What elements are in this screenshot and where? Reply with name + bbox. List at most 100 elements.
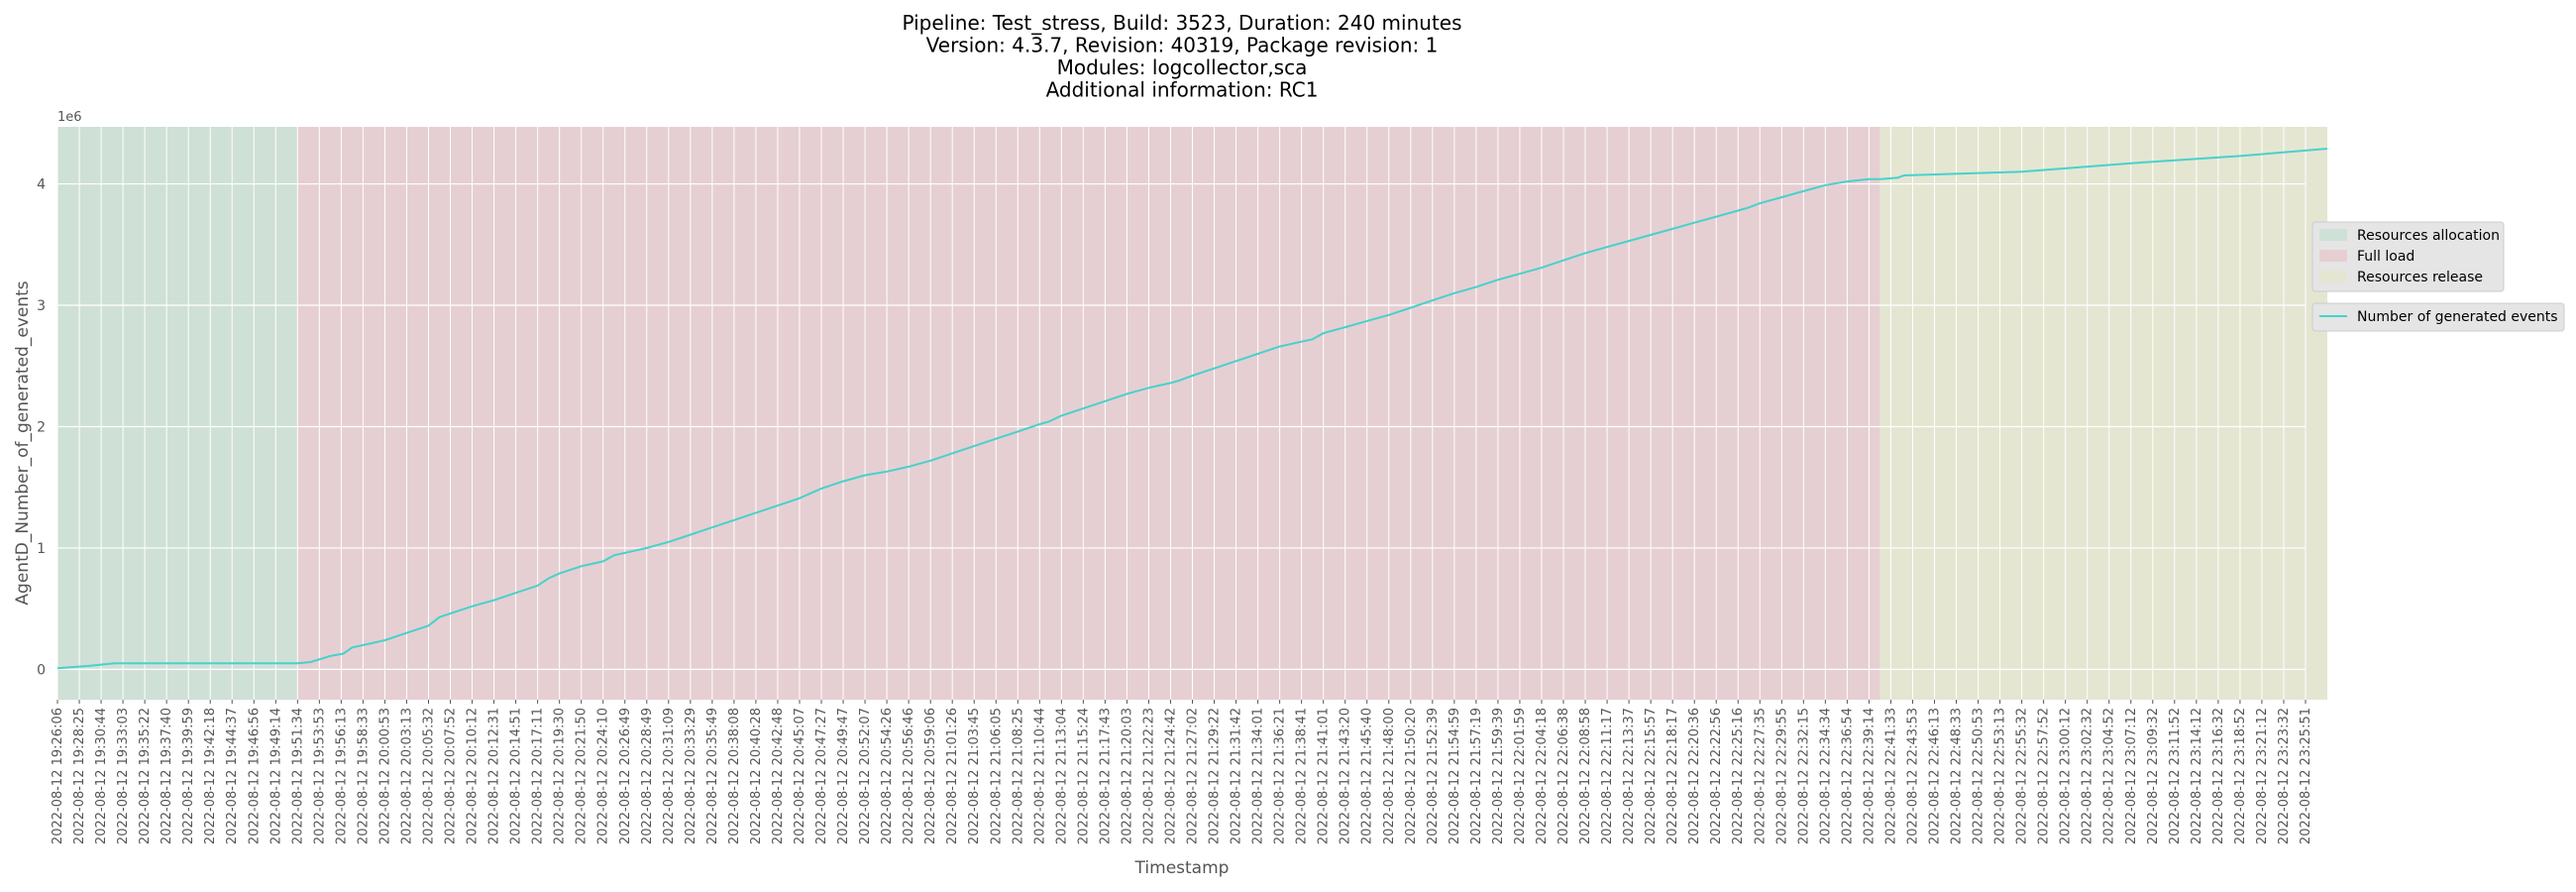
x-tick-label-24: 2022-08-12 20:21:50 [575,708,590,844]
x-tick-label-44: 2022-08-12 21:08:25 [1011,708,1025,844]
x-tick-label-60: 2022-08-12 21:45:40 [1360,708,1375,844]
x-tick-label-15: 2022-08-12 20:00:53 [377,708,392,844]
x-tick-label-20: 2022-08-12 20:12:31 [487,708,502,844]
x-tick-label-69: 2022-08-12 22:06:38 [1556,708,1571,844]
x-tick-label-37: 2022-08-12 20:52:07 [858,708,873,844]
x-tick-label-47: 2022-08-12 21:15:24 [1076,708,1091,844]
x-tick-label-38: 2022-08-12 20:54:26 [880,708,895,844]
y-tick-label-3: 3 [37,298,46,314]
x-tick-label-3: 2022-08-12 19:33:03 [116,708,131,844]
x-tick-label-41: 2022-08-12 21:01:26 [945,708,960,844]
x-tick-label-96: 2022-08-12 23:09:32 [2146,708,2161,844]
x-tick-label-70: 2022-08-12 22:08:58 [1578,708,1593,844]
x-tick-label-40: 2022-08-12 20:59:06 [923,708,938,844]
x-tick-label-25: 2022-08-12 20:24:10 [596,708,611,844]
x-tick-label-27: 2022-08-12 20:28:49 [640,708,655,844]
x-tick-label-102: 2022-08-12 23:23:32 [2277,708,2292,844]
x-tick-label-68: 2022-08-12 22:04:18 [1535,708,1550,844]
x-tick-label-84: 2022-08-12 22:41:33 [1883,708,1898,844]
x-tick-label-95: 2022-08-12 23:07:12 [2124,708,2139,844]
x-tick-label-26: 2022-08-12 20:26:49 [618,708,633,844]
x-tick-label-73: 2022-08-12 22:15:57 [1644,708,1659,844]
x-tick-label-32: 2022-08-12 20:40:28 [749,708,764,844]
x-tick-label-12: 2022-08-12 19:53:53 [312,708,327,844]
x-tick-label-11: 2022-08-12 19:51:34 [290,708,305,844]
x-tick-label-52: 2022-08-12 21:27:02 [1186,708,1201,844]
x-tick-label-18: 2022-08-12 20:07:52 [444,708,459,844]
x-tick-label-93: 2022-08-12 23:02:32 [2081,708,2095,844]
x-tick-label-50: 2022-08-12 21:22:23 [1141,708,1156,844]
legend-phase-swatch-1 [2319,250,2347,262]
x-tick-label-86: 2022-08-12 22:46:13 [1928,708,1943,844]
legend-phase-label-2: Resources release [2357,270,2483,285]
x-tick-label-10: 2022-08-12 19:49:14 [268,708,283,844]
y-multiplier-label: 1e6 [57,110,82,125]
x-axis-ticks: 2022-08-12 19:26:06 2022-08-12 19:28:25 20… [51,700,2313,844]
x-tick-label-33: 2022-08-12 20:42:48 [771,708,786,844]
legend-series: Number of generated events [2311,302,2565,332]
x-tick-label-2: 2022-08-12 19:30:44 [94,708,109,844]
x-tick-label-72: 2022-08-12 22:13:37 [1622,708,1637,844]
x-tick-label-7: 2022-08-12 19:42:18 [203,708,218,844]
x-tick-label-39: 2022-08-12 20:56:46 [902,708,916,844]
x-tick-label-49: 2022-08-12 21:20:03 [1120,708,1134,844]
x-tick-label-63: 2022-08-12 21:52:39 [1426,708,1441,844]
title-line-0: Pipeline: Test_stress, Build: 3523, Dura… [902,11,1461,35]
legend-phase-swatch-0 [2319,229,2347,241]
x-tick-label-16: 2022-08-12 20:03:13 [399,708,414,844]
x-tick-label-19: 2022-08-12 20:10:12 [466,708,481,844]
legend-series-frame [2311,302,2565,332]
phase-band-2 [1879,127,2328,700]
x-tick-label-4: 2022-08-12 19:35:22 [138,708,153,844]
x-tick-label-51: 2022-08-12 21:24:42 [1163,708,1178,844]
x-tick-label-5: 2022-08-12 19:37:40 [160,708,174,844]
x-tick-label-80: 2022-08-12 22:32:15 [1796,708,1811,844]
x-tick-label-58: 2022-08-12 21:41:01 [1317,708,1332,844]
x-tick-label-76: 2022-08-12 22:22:56 [1709,708,1724,844]
chart-title: Pipeline: Test_stress, Build: 3523, Dura… [902,11,1461,102]
x-tick-label-94: 2022-08-12 23:04:52 [2102,708,2117,844]
x-tick-label-79: 2022-08-12 22:29:55 [1774,708,1789,844]
x-tick-label-67: 2022-08-12 22:01:59 [1513,708,1528,844]
x-tick-label-64: 2022-08-12 21:54:59 [1448,708,1462,844]
legend-phase-label-1: Full load [2357,249,2415,265]
x-tick-label-30: 2022-08-12 20:35:49 [705,708,720,844]
x-tick-label-77: 2022-08-12 22:25:16 [1731,708,1746,844]
x-tick-label-98: 2022-08-12 23:14:12 [2190,708,2204,844]
x-tick-label-61: 2022-08-12 21:48:00 [1382,708,1397,844]
title-line-2: Modules: logcollector,sca [1057,56,1308,79]
x-tick-label-101: 2022-08-12 23:21:12 [2255,708,2270,844]
y-axis-ticks: 0 1 2 3 4 [37,177,46,679]
x-tick-label-92: 2022-08-12 23:00:12 [2059,708,2074,844]
x-tick-label-35: 2022-08-12 20:47:27 [814,708,829,844]
legend-phase-label-0: Resources allocation [2357,228,2500,244]
title-line-1: Version: 4.3.7, Revision: 40319, Package… [926,34,1439,57]
x-tick-label-17: 2022-08-12 20:05:32 [421,708,436,844]
legend-phases: Resources allocation Full load Resources r… [2311,221,2505,292]
x-tick-label-13: 2022-08-12 19:56:13 [334,708,349,844]
legend-phases-frame [2311,221,2505,292]
grid-lines [56,127,2307,700]
x-tick-label-54: 2022-08-12 21:31:42 [1230,708,1244,844]
x-axis-label: Timestamp [1134,858,1230,878]
x-tick-label-31: 2022-08-12 20:38:08 [727,708,742,844]
y-tick-label-4: 4 [37,177,46,193]
series-line-0 [56,148,2328,670]
x-tick-label-29: 2022-08-12 20:33:29 [684,708,698,844]
x-tick-label-59: 2022-08-12 21:43:20 [1339,708,1353,844]
phase-band-0 [57,127,298,700]
x-tick-label-55: 2022-08-12 21:34:01 [1251,708,1266,844]
x-tick-label-21: 2022-08-12 20:14:51 [509,708,524,844]
x-tick-label-1: 2022-08-12 19:28:25 [72,708,87,844]
x-tick-label-81: 2022-08-12 22:34:34 [1818,708,1833,844]
legend-phase-swatch-2 [2319,271,2347,282]
x-tick-label-14: 2022-08-12 19:58:33 [356,708,371,844]
x-tick-label-6: 2022-08-12 19:39:59 [181,708,196,844]
x-tick-label-56: 2022-08-12 21:36:21 [1273,708,1288,844]
x-tick-label-22: 2022-08-12 20:17:11 [531,708,546,844]
x-tick-label-66: 2022-08-12 21:59:39 [1491,708,1506,844]
x-tick-label-45: 2022-08-12 21:10:44 [1032,708,1047,844]
x-tick-label-65: 2022-08-12 21:57:19 [1469,708,1484,844]
y-tick-label-0: 0 [37,662,46,678]
